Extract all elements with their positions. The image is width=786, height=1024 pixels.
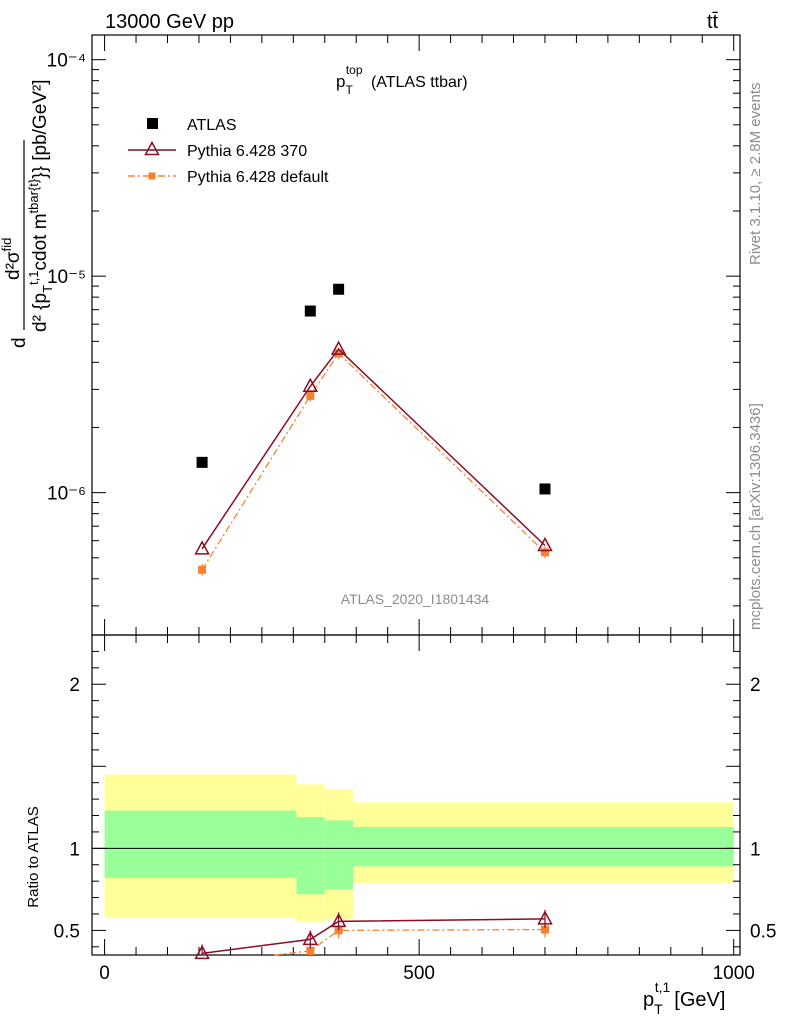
- legend: ATLAS Pythia 6.428 370 Pythia 6.428 defa…: [128, 117, 329, 186]
- atlas-point: [304, 305, 316, 317]
- series-pythia-default-line: [201, 352, 546, 571]
- xtick-label: 1000: [713, 963, 755, 984]
- legend-marker-pythia370: [144, 140, 160, 156]
- ratio-ytick-label-left: 1: [69, 839, 80, 860]
- legend-marker-pythiadef: [148, 172, 156, 180]
- legend-label-pythia370: Pythia 6.428 370: [187, 143, 307, 160]
- ratio-ytick-label-right: 2: [750, 675, 761, 696]
- ratio-axes: 0 500 1000 0.5 0.5 1 1 2 2: [54, 634, 776, 984]
- pythia-default-point: [334, 349, 343, 358]
- main-ytick-label: 10⁻⁵: [47, 267, 86, 288]
- pythia-default-point: [306, 391, 315, 400]
- ratio-pythia-default-point: [334, 926, 343, 935]
- atlas-point: [333, 283, 345, 295]
- ratio-pythia370-point: [537, 910, 553, 925]
- analysis-label: ATLAS_2020_I1801434: [341, 591, 490, 607]
- process-label: tt̄: [707, 11, 719, 33]
- title-main: p: [336, 72, 345, 91]
- band-inner-1: [296, 817, 325, 895]
- title-rest: (ATLAS ttbar): [367, 74, 468, 91]
- xlabel: pTt,1[GeV]: [643, 979, 725, 1017]
- main-ytick-label: 10⁻⁴: [47, 51, 86, 72]
- pythia370-point: [330, 340, 347, 355]
- ratio-ytick-label-right: 0.5: [750, 921, 776, 942]
- pythia-default-point: [198, 565, 207, 574]
- main-marks: [194, 283, 553, 576]
- ratio-ytick-label-left: 2: [69, 675, 80, 696]
- main-axes: 10⁻⁶ 10⁻⁵ 10⁻⁴: [47, 34, 741, 636]
- main-ylabel: d d²σfid d² {pTt,1cdot mtbar{t}}} [pb/Ge…: [0, 79, 55, 348]
- ratio-ytick-label-left: 0.5: [54, 921, 80, 942]
- ratio-pythia-default-point: [540, 925, 549, 934]
- ratio-pythia-default-line: [274, 928, 545, 956]
- ratio-pythia370-point: [194, 944, 210, 960]
- rivet-label: Rivet 3.1.10, ≥ 2.8M events: [747, 83, 764, 266]
- atlas-point: [196, 456, 208, 468]
- pythia370-point: [194, 540, 210, 555]
- pythia370-point: [537, 536, 553, 552]
- ratio-pythia-default-point: [306, 946, 315, 955]
- xtick-label: 500: [403, 963, 435, 984]
- main-ytick-label: 10⁻⁶: [47, 484, 86, 505]
- ratio-frame: [91, 634, 741, 956]
- band-inner-0: [104, 810, 297, 878]
- ylabel-numerator: d²σfid: [0, 238, 24, 280]
- ratio-pythia370-point: [330, 912, 347, 928]
- ylabel-d-left: d: [9, 337, 30, 348]
- band-inner-2: [324, 820, 354, 890]
- atlas-point: [539, 483, 551, 495]
- series-pythia370-line: [201, 348, 546, 550]
- ratio-pythia370-point: [302, 930, 319, 946]
- legend-label-atlas: ATLAS: [187, 117, 237, 134]
- xtick-label: 0: [99, 963, 110, 984]
- plot-title: pTtop (ATLAS ttbar): [336, 63, 468, 97]
- ratio-pythia370-line: [202, 918, 545, 955]
- title-sup: top: [346, 63, 363, 77]
- band-inner-3: [353, 827, 734, 867]
- pythia370-point: [302, 377, 319, 393]
- ratio-ytick-label-right: 1: [750, 839, 761, 860]
- mcplots-label: mcplots.cern.ch [arXiv:1306.3436]: [747, 403, 764, 630]
- energy-label: 13000 GeV pp: [105, 11, 234, 33]
- ratio-bands: [104, 774, 734, 923]
- ratio-ylabel: Ratio to ATLAS: [25, 806, 42, 907]
- legend-marker-atlas: [147, 118, 158, 129]
- ratio-marks: [194, 909, 553, 960]
- ylabel-denominator: d² {pTt,1cdot mtbar{t}}} [pb/GeV²]: [26, 79, 55, 332]
- title-sub: T: [345, 83, 353, 97]
- legend-label-pythiadef: Pythia 6.428 default: [187, 169, 329, 186]
- pythia-default-point: [540, 548, 549, 557]
